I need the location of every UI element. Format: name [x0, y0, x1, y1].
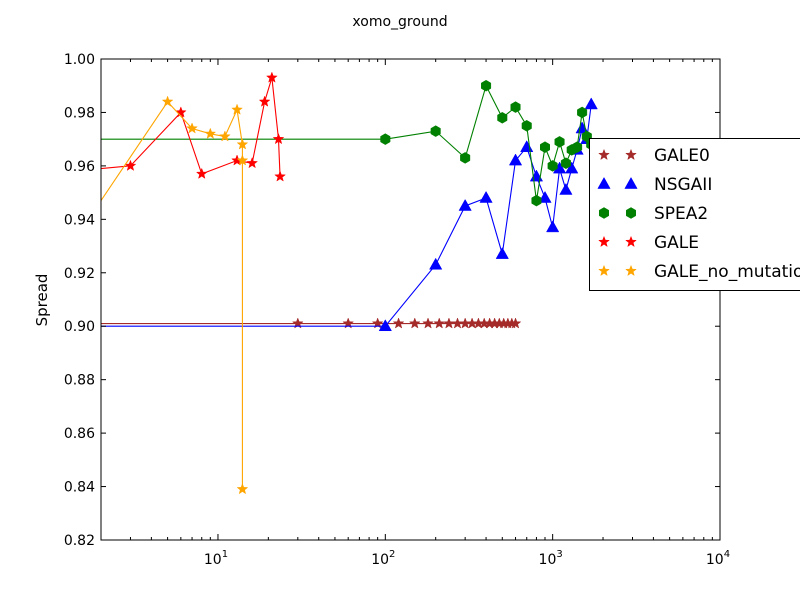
- data-point-gale0: [443, 317, 455, 329]
- legend-marker: [625, 148, 637, 161]
- x-tick-label: 101: [204, 549, 228, 568]
- data-point-gale-no-mutation: [218, 130, 231, 142]
- data-point-gale: [195, 167, 208, 179]
- y-axis-label: Spread: [33, 274, 51, 327]
- legend-marker: [597, 176, 611, 189]
- data-point-spea2: [531, 194, 542, 207]
- series-line-nsgaii: [101, 104, 592, 327]
- legend-marker: [625, 264, 637, 277]
- data-point-nsgaii: [429, 257, 443, 270]
- y-tick-label: 0.82: [64, 533, 95, 549]
- data-point-gale0: [433, 317, 446, 329]
- y-tick-label: 0.88: [64, 373, 95, 389]
- data-point-gale: [246, 157, 259, 169]
- data-point-gale-no-mutation: [236, 483, 249, 495]
- series-nsgaii: [101, 97, 598, 332]
- data-point-gale: [174, 106, 187, 118]
- legend-marker: [598, 264, 610, 277]
- y-tick-label: 0.84: [64, 480, 95, 496]
- series-layer: [101, 71, 598, 495]
- data-point-gale-no-mutation: [236, 154, 249, 166]
- legend-entry-nsgaii: NSGAII: [597, 175, 712, 195]
- y-tick-label: 0.92: [64, 266, 95, 282]
- data-point-spea2: [481, 79, 492, 92]
- data-point-nsgaii: [565, 161, 579, 174]
- x-tick-label: 104: [706, 549, 730, 568]
- data-point-nsgaii: [538, 190, 552, 203]
- data-point-spea2: [539, 141, 551, 153]
- legend-marker: [625, 207, 637, 219]
- data-point-nsgaii: [378, 319, 392, 332]
- legend-label: GALE: [654, 233, 699, 253]
- legend-entry-gale: GALE: [598, 233, 699, 253]
- data-point-nsgaii: [520, 140, 534, 152]
- plot-frame: [100, 58, 721, 541]
- data-point-spea2: [430, 125, 441, 137]
- data-point-spea2: [572, 141, 583, 153]
- legend-entry-gale0: GALE0: [598, 146, 710, 166]
- series-line-spea2: [101, 84, 592, 201]
- data-point-gale: [274, 170, 286, 182]
- data-point-nsgaii: [584, 97, 598, 110]
- data-point-spea2: [521, 120, 532, 132]
- data-point-spea2: [547, 160, 558, 172]
- data-point-nsgaii: [458, 198, 472, 211]
- data-point-gale: [124, 159, 137, 171]
- data-point-spea2: [554, 136, 565, 148]
- data-point-spea2: [497, 112, 508, 124]
- x-tick-label: 102: [371, 549, 395, 568]
- legend-marker: [598, 235, 610, 248]
- data-point-nsgaii: [546, 220, 560, 233]
- y-tick-label: 0.98: [64, 105, 95, 121]
- data-point-gale0: [392, 317, 405, 329]
- legend: GALE0 NSGAII SPEA2 GALE GALE_no_mutation: [589, 138, 800, 291]
- data-point-nsgaii: [559, 182, 573, 195]
- series-gale-no-mutation: [101, 95, 249, 495]
- y-tick-label: 0.94: [64, 212, 95, 228]
- legend-marker: [624, 176, 638, 189]
- data-point-nsgaii: [508, 153, 523, 166]
- legend-box: [589, 138, 800, 291]
- data-point-spea2: [460, 152, 471, 164]
- data-point-gale: [272, 132, 285, 145]
- data-point-gale-no-mutation: [186, 122, 198, 134]
- legend-entry-gale-no-mutation: GALE_no_mutation: [598, 262, 800, 282]
- y-tick-label: 1.00: [64, 52, 95, 68]
- chart-title: xomo_ground: [352, 14, 447, 30]
- legend-label: GALE_no_mutation: [654, 262, 800, 282]
- data-point-gale0: [408, 317, 421, 329]
- legend-marker: [598, 148, 610, 161]
- data-point-gale: [258, 95, 271, 107]
- data-point-nsgaii: [495, 247, 509, 259]
- data-point-gale0: [422, 317, 434, 329]
- data-point-nsgaii: [479, 190, 493, 203]
- data-point-gale-no-mutation: [204, 127, 217, 139]
- series-spea2: [101, 79, 597, 207]
- legend-label: GALE0: [654, 146, 710, 166]
- data-point-gale-no-mutation: [236, 138, 249, 150]
- y-tick-label: 0.96: [64, 159, 95, 175]
- x-tick-label: 103: [539, 549, 563, 568]
- legend-label: SPEA2: [654, 204, 708, 224]
- data-point-gale: [265, 71, 278, 83]
- data-point-spea2: [380, 133, 391, 145]
- series-line-gale-no-mutation: [101, 100, 243, 490]
- data-point-gale0: [509, 317, 522, 329]
- axes-layer: 0.82 0.84 0.86 0.88 0.90 0.92 0.94 0.96 0.98 1.00…: [64, 52, 730, 568]
- y-tick-label: 0.90: [64, 319, 95, 335]
- legend-marker: [625, 235, 637, 248]
- data-point-gale-no-mutation: [231, 103, 243, 115]
- legend-marker: [598, 207, 610, 219]
- y-tick-label: 0.86: [64, 426, 95, 442]
- data-point-spea2: [577, 106, 588, 119]
- data-point-spea2: [510, 101, 521, 113]
- legend-entry-spea2: SPEA2: [598, 204, 708, 224]
- data-point-gale-no-mutation: [161, 95, 174, 107]
- legend-label: NSGAII: [654, 175, 712, 195]
- data-point-spea2: [560, 157, 571, 170]
